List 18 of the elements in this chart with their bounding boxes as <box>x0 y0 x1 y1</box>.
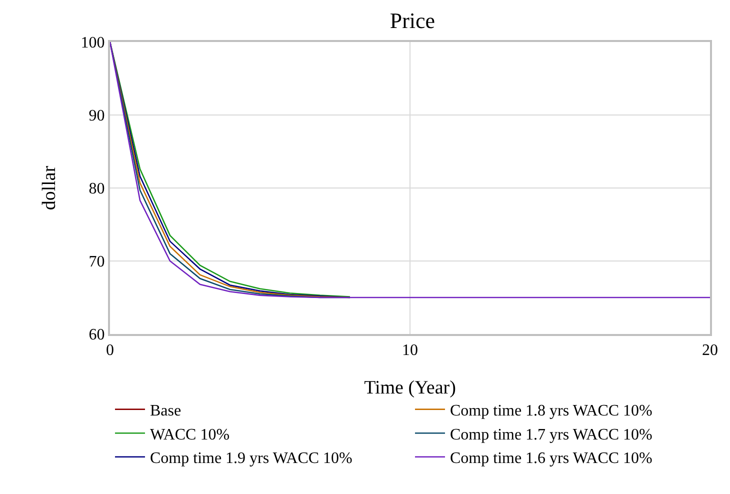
chart-title: Price <box>390 8 436 33</box>
y-tick-label: 70 <box>88 254 105 271</box>
legend-label: Comp time 1.6 yrs WACC 10% <box>450 450 652 468</box>
legend-label: Base <box>150 402 182 420</box>
x-axis-title: Time (Year) <box>364 378 456 398</box>
line-series <box>110 42 710 298</box>
x-tick-label: 0 <box>106 342 114 360</box>
y-tick-label: 80 <box>88 180 105 198</box>
legend-label: Comp time 1.7 yrs WACC 10% <box>450 426 652 444</box>
x-tick-label: 10 <box>402 342 418 360</box>
legend-label: Comp time 1.9 yrs WACC 10% <box>150 450 352 468</box>
y-tick-label: 60 <box>88 326 105 344</box>
y-axis-title: dollar <box>39 165 60 210</box>
y-tick-label: 90 <box>88 108 105 125</box>
x-tick-label: 20 <box>702 342 718 360</box>
legend-label: Comp time 1.8 yrs WACC 10% <box>450 402 652 420</box>
y-tick-label: 100 <box>80 34 105 52</box>
legend-label: WACC 10% <box>150 426 230 444</box>
